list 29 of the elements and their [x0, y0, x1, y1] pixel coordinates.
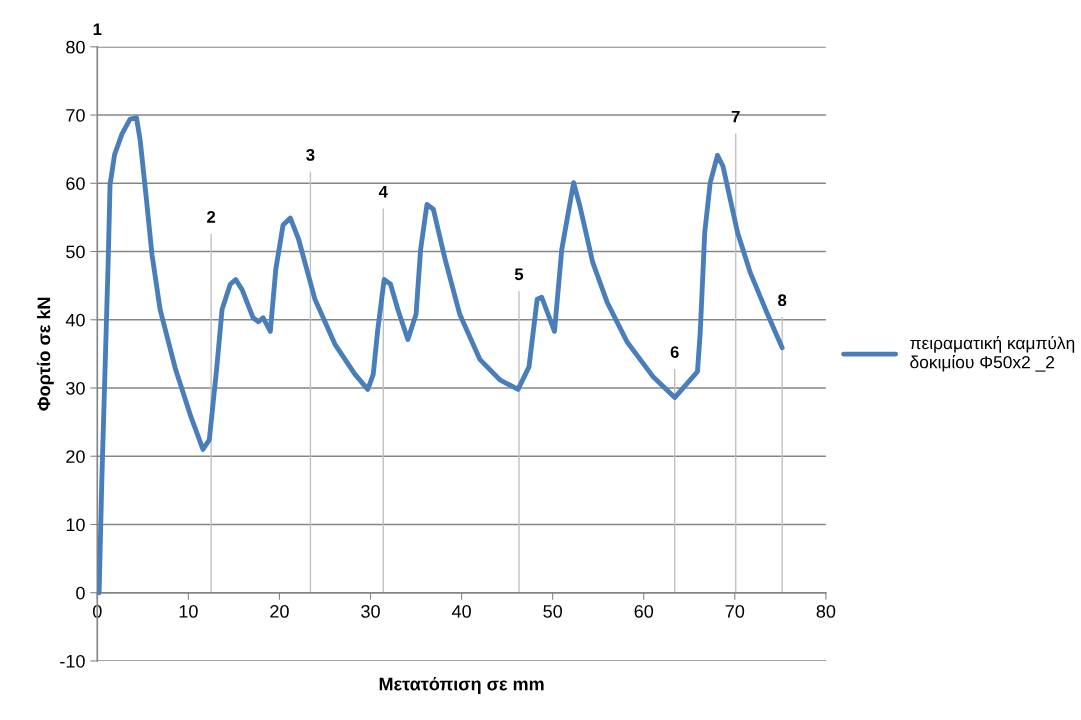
- y-tick-label: 20: [66, 450, 85, 463]
- x-tick-label: 30: [361, 605, 380, 618]
- y-tick-label: 40: [65, 313, 85, 327]
- x-tick-label: 60: [634, 605, 654, 618]
- annotation: 4: [378, 185, 388, 198]
- y-tick-label: 80: [66, 40, 85, 54]
- annotation: 5: [514, 268, 524, 281]
- x-tick-label: 10: [179, 605, 198, 618]
- y-tick-label: 70: [66, 108, 85, 122]
- x-tick-label: 70: [725, 605, 745, 618]
- y-tick-label: 10: [66, 518, 85, 532]
- y-tick-label: 30: [66, 381, 85, 395]
- x-tick-label: 80: [816, 605, 836, 618]
- y-tick-label: 60: [66, 177, 85, 190]
- annotation: 8: [778, 294, 787, 307]
- x-tick-label: 40: [451, 605, 471, 618]
- y-tick-label: 0: [76, 586, 85, 600]
- annotation: 3: [306, 148, 315, 161]
- y-tick-label: 50: [66, 245, 85, 259]
- x-tick-label: 20: [270, 605, 289, 618]
- x-axis-title: Μετατόπιση σε mm: [379, 676, 544, 694]
- x-tick-label: 50: [543, 605, 562, 618]
- y-axis-title: Φορτίο σε kN: [36, 297, 54, 411]
- annotation: 6: [670, 346, 679, 358]
- y-tick-label: -10: [60, 654, 85, 668]
- annotation: 7: [731, 110, 740, 123]
- text: 1: [93, 23, 102, 36]
- annotation: 2: [207, 211, 216, 223]
- legend-label: πειραματική καμπύλη δοκιμίου Φ50x2 _2: [910, 335, 1075, 372]
